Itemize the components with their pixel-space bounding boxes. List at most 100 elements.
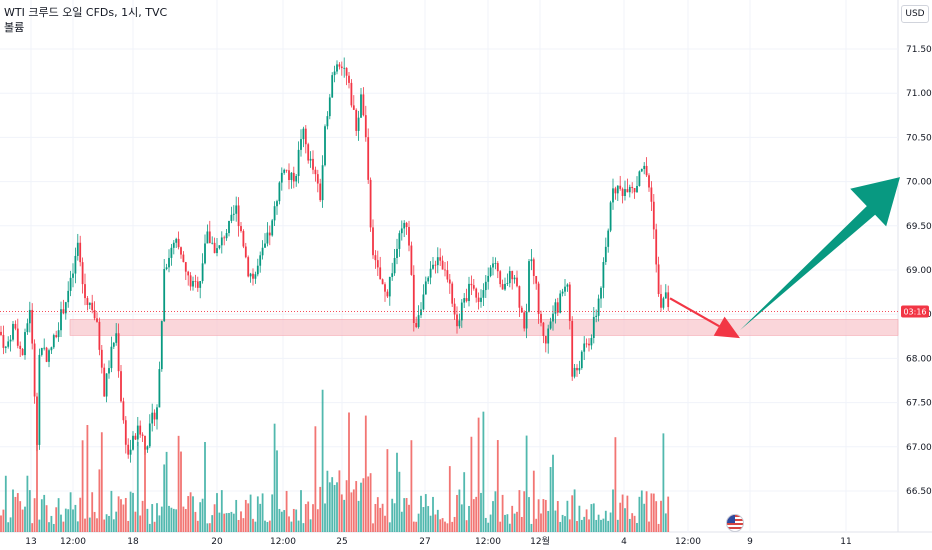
candle-body	[604, 246, 607, 262]
volume-bar	[516, 511, 518, 532]
volume-bar	[631, 513, 634, 532]
currency-button[interactable]: USD	[901, 5, 929, 23]
candle-body	[115, 333, 118, 343]
candle-body	[477, 297, 480, 302]
volume-bar	[549, 467, 552, 532]
volume-bar	[609, 512, 612, 532]
volume-bar	[240, 511, 242, 532]
volume-bar	[523, 491, 526, 532]
candle-body	[595, 315, 598, 317]
candle-body	[468, 283, 470, 302]
volume-bar	[640, 490, 643, 532]
candle-body	[108, 368, 110, 374]
candle-body	[607, 230, 610, 247]
volume-bar	[283, 510, 286, 532]
volume-bar	[228, 512, 230, 532]
volume-bar	[204, 441, 206, 532]
volume-bar	[667, 496, 670, 532]
candle-body	[57, 330, 60, 338]
volume-bar	[376, 497, 379, 532]
candle-body	[544, 335, 547, 344]
volume-bar	[256, 496, 259, 532]
volume-bar	[410, 440, 413, 532]
volume-bar	[237, 519, 240, 532]
volume-bar	[98, 469, 101, 532]
candle-body	[448, 279, 451, 284]
volume-bar	[21, 509, 24, 532]
candle-body	[667, 292, 670, 307]
volume-bar	[600, 519, 602, 532]
candle-body	[268, 232, 271, 236]
volume-bar	[424, 494, 427, 532]
volume-bar	[393, 503, 396, 532]
volume-bar	[580, 519, 583, 532]
candle-body	[352, 105, 355, 110]
candle-body	[196, 281, 199, 288]
volume-bar	[252, 518, 254, 532]
volume-bar	[60, 514, 62, 532]
candle-body	[292, 172, 295, 182]
candle-body	[307, 144, 310, 161]
volume-bar	[180, 451, 182, 532]
candle-body	[602, 261, 605, 288]
volume-bar	[88, 517, 91, 532]
candle-body	[88, 302, 91, 305]
volume-bar	[100, 432, 103, 532]
volume-bar	[578, 505, 581, 532]
candle-body	[528, 261, 530, 312]
volume-bar	[439, 519, 442, 532]
volume-bar	[506, 514, 509, 532]
volume-bar	[470, 436, 473, 532]
candle-body	[580, 351, 583, 369]
forecast-arrow-down-head	[713, 316, 740, 339]
candle-body	[230, 214, 233, 221]
candle-body	[386, 291, 389, 297]
volume-bar	[2, 509, 5, 532]
candle-body	[506, 283, 509, 284]
volume-bar	[585, 509, 588, 532]
volume-bar	[64, 508, 67, 532]
candle-body	[273, 206, 276, 221]
volume-bar	[108, 515, 110, 532]
candle-body	[194, 281, 197, 282]
candle-body	[333, 71, 336, 76]
candle-body	[184, 262, 187, 272]
candle-body	[343, 67, 346, 69]
candle-body	[141, 434, 144, 436]
volume-bar	[626, 495, 629, 532]
volume-bar	[16, 493, 19, 532]
volume-bar	[643, 503, 646, 532]
candle-body	[645, 165, 648, 176]
volume-bar	[316, 509, 319, 532]
candle-body	[640, 168, 643, 172]
volume-bar	[206, 523, 209, 532]
candle-body	[64, 302, 67, 314]
volume-bar	[336, 482, 338, 532]
candle-body	[554, 302, 557, 314]
candle-body	[290, 172, 293, 181]
candle-body	[9, 339, 12, 342]
volume-bar	[460, 504, 463, 532]
candle-body	[446, 270, 449, 280]
candle-body	[26, 323, 29, 333]
candle-body	[235, 205, 238, 214]
candle-body	[408, 226, 410, 246]
volume-bar	[280, 511, 283, 532]
candle-body	[652, 201, 655, 230]
candle-body	[458, 320, 461, 327]
candle-body	[153, 412, 156, 420]
candle-body	[216, 248, 218, 254]
volume-bar	[482, 411, 485, 532]
volume-bar	[340, 494, 343, 532]
candle-body	[129, 449, 132, 455]
us-flag-icon[interactable]	[726, 514, 744, 532]
volume-bar	[528, 497, 530, 532]
candle-body	[650, 187, 653, 202]
volume-bar	[588, 519, 590, 532]
volume-bar	[84, 518, 86, 532]
time-tick-label: 11	[840, 537, 851, 547]
volume-bar	[96, 518, 98, 532]
volume-bar	[103, 519, 106, 532]
volume-bar	[499, 521, 502, 532]
